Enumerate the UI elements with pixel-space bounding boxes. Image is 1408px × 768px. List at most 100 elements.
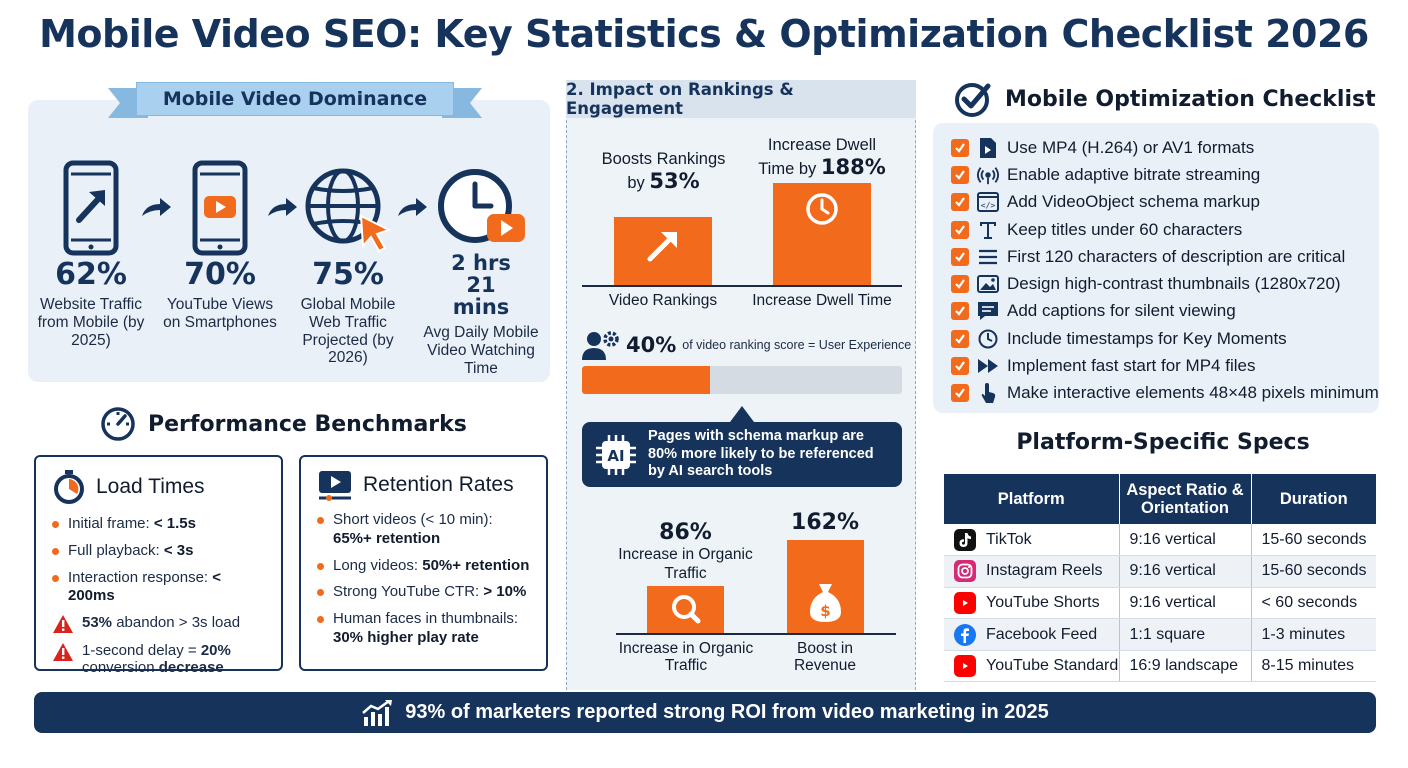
file-play-icon — [977, 137, 999, 159]
checkbox-checked-icon[interactable] — [951, 247, 969, 266]
stat-value: 2 hrs 21 mins — [451, 251, 511, 320]
ratio-cell: 9:16 vertical — [1119, 587, 1252, 620]
clock-play-icon — [438, 169, 525, 243]
check-circle-icon — [955, 83, 991, 117]
impact-heading: 2. Impact on Rankings & Engagement — [566, 80, 916, 118]
youtube-icon — [954, 655, 976, 678]
ratio-cell: 9:16 vertical — [1119, 524, 1252, 557]
column-header: Platform — [944, 474, 1120, 524]
trend-arrow-icon — [647, 232, 677, 262]
dwell-bar — [773, 183, 871, 285]
platform-cell: YouTube Shorts — [944, 587, 1120, 620]
text-icon — [977, 219, 999, 241]
bar-caption: Increase in Organic Traffic — [618, 640, 754, 675]
ai-callout-text: Pages with schema markup are 80% more li… — [648, 428, 874, 480]
organic-bar — [647, 586, 724, 633]
rankings-bar — [614, 217, 712, 285]
tiktok-icon — [954, 528, 976, 551]
checkbox-checked-icon[interactable] — [951, 384, 969, 403]
warning-icon — [53, 643, 73, 661]
platform-cell: YouTube Standard — [944, 650, 1120, 683]
ai-chip-icon: AI — [596, 434, 636, 475]
checklist-item-text: Keep titles under 60 characters — [1007, 219, 1243, 239]
stat-label: Avg Daily Mobile Video Watching Time — [423, 324, 539, 377]
checklist-item: First 120 characters of description are … — [951, 243, 1379, 270]
stat-youtube-views: 70% YouTube Views on Smartphones — [160, 152, 280, 332]
bar-caption: Increase Dwell Time — [752, 292, 892, 309]
callout-pointer — [730, 406, 754, 422]
globe-cursor-icon — [305, 168, 392, 253]
ux-label: of video ranking score = User Experience — [682, 338, 912, 352]
revenue-stat: 162% — [791, 510, 859, 535]
checkbox-checked-icon[interactable] — [951, 138, 969, 157]
list-item: Full playback: < 3s — [52, 542, 265, 561]
ratio-cell: 9:16 vertical — [1119, 555, 1252, 588]
list-item: Human faces in thumbnails: 30% higher pl… — [317, 610, 530, 648]
benchmarks-heading: Performance Benchmarks — [100, 404, 467, 444]
clock-icon — [806, 193, 838, 225]
bar-caption: Video Rankings — [608, 292, 718, 309]
user-settings-icon — [582, 331, 619, 360]
checklist-item-text: Use MP4 (H.264) or AV1 formats — [1007, 137, 1255, 157]
lines-icon — [977, 246, 999, 268]
checkbox-checked-icon[interactable] — [951, 357, 969, 376]
specs-heading: Platform-Specific Specs — [1016, 430, 1310, 455]
stat-value: 62% — [55, 257, 127, 292]
list-item: Strong YouTube CTR: > 10% — [317, 583, 530, 602]
revenue-bar: $ — [787, 540, 864, 633]
checkbox-checked-icon[interactable] — [951, 329, 969, 348]
platform-cell: TikTok — [944, 524, 1120, 557]
table-row: Facebook Feed 1:1 square 1-3 minutes — [944, 618, 1376, 651]
column-header: Duration — [1251, 474, 1376, 524]
table-row: TikTok 9:16 vertical 15-60 seconds — [944, 524, 1376, 557]
stat-value: 70% — [184, 257, 256, 292]
caption-icon — [977, 300, 999, 322]
ai-badge-text: AI — [607, 447, 624, 465]
table-row: YouTube Shorts 9:16 vertical < 60 seconds — [944, 587, 1376, 620]
checkbox-checked-icon[interactable] — [951, 302, 969, 321]
checklist-item-text: First 120 characters of description are … — [1007, 246, 1346, 266]
warning-icon — [53, 615, 73, 633]
warning-item: 1-second delay = 20% conversion decrease — [52, 642, 265, 677]
checklist-item-text: Design high-contrast thumbnails (1280x72… — [1007, 274, 1341, 294]
load-times-title: Load Times — [96, 475, 205, 498]
platform-cell: Instagram Reels — [944, 555, 1120, 588]
checkbox-checked-icon[interactable] — [951, 275, 969, 294]
platform-name: Facebook Feed — [986, 625, 1098, 643]
checklist-item: Implement fast start for MP4 files — [951, 352, 1379, 379]
fast-forward-icon — [977, 355, 999, 377]
axis-line — [616, 633, 896, 635]
retention-card: Retention Rates Short videos (< 10 min):… — [299, 455, 548, 671]
stat-label: Global Mobile Web Traffic Projected (by … — [300, 296, 396, 367]
ux-progress-fill — [582, 366, 710, 394]
image-icon — [977, 273, 999, 295]
column-header: Aspect Ratio & Orientation — [1119, 474, 1252, 524]
magnifier-icon — [672, 595, 701, 624]
clock-icon — [977, 328, 999, 350]
ai-callout: AI Pages with schema markup are 80% more… — [582, 422, 902, 487]
duration-cell: 15-60 seconds — [1251, 524, 1376, 557]
checklist-item: Design high-contrast thumbnails (1280x72… — [951, 270, 1379, 297]
speedometer-icon — [101, 407, 135, 441]
platform-name: Instagram Reels — [986, 562, 1103, 580]
checklist-item: Keep titles under 60 characters — [951, 216, 1379, 243]
checklist-item: Make interactive elements 48×48 pixels m… — [951, 380, 1379, 407]
platform-name: YouTube Shorts — [986, 593, 1100, 611]
dominance-ribbon: Mobile Video Dominance — [108, 82, 482, 120]
checkbox-checked-icon[interactable] — [951, 220, 969, 239]
checkbox-checked-icon[interactable] — [951, 165, 969, 184]
rankings-stat: Boosts Rankings by 53% — [601, 150, 726, 193]
page-title: Mobile Video SEO: Key Statistics & Optim… — [39, 12, 1369, 56]
dwell-stat: Increase Dwell Time by 188% — [758, 136, 886, 179]
checklist-item-text: Add captions for silent viewing — [1007, 301, 1236, 321]
axis-line — [582, 285, 902, 287]
ratio-cell: 16:9 landscape — [1119, 650, 1252, 683]
checklist-item: Include timestamps for Key Moments — [951, 325, 1379, 352]
stat-watch-time: 2 hrs 21 mins Avg Daily Mobile Video Wat… — [418, 152, 544, 378]
smartphone-arrow-icon — [63, 160, 119, 256]
load-times-card: Load Times Initial frame: < 1.5s Full pl… — [34, 455, 283, 676]
duration-cell: 1-3 minutes — [1251, 618, 1376, 651]
checklist-item: Use MP4 (H.264) or AV1 formats — [951, 134, 1379, 161]
checkbox-checked-icon[interactable] — [951, 193, 969, 212]
list-item: Long videos: 50%+ retention — [317, 557, 530, 576]
